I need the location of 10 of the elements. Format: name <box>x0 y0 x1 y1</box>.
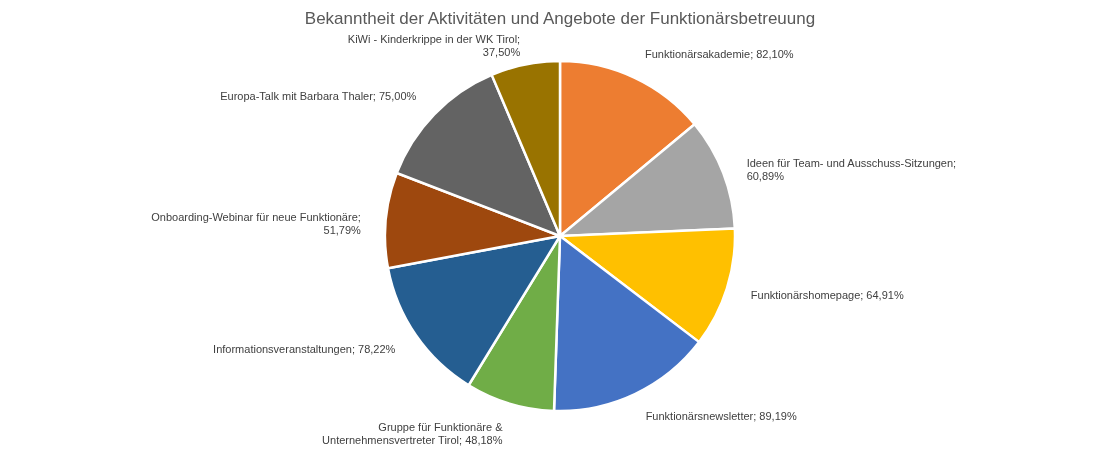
slice-label: Funktionärsakademie; 82,10% <box>644 47 794 60</box>
slice-label: Europa-Talk mit Barbara Thaler; 75,00% <box>220 89 417 102</box>
slice-label: Onboarding-Webinar für neue Funktionäre; 51,79% <box>151 210 362 236</box>
slice-label: Funktionärshomepage; 64,91% <box>750 288 904 301</box>
slice-label: KiWi - Kinderkrippe in der WK Tirol; 37,50% <box>347 33 521 58</box>
chart-title: Bekanntheit der Aktivitäten und Angebote der Funktionärsbetreuung <box>304 9 816 28</box>
slice-label: Ideen für Team- und Ausschuss-Sitzungen; 60,89% <box>746 157 957 183</box>
slice-label: Gruppe für Funktionäre & Unternehmensvertreter Tirol; 48,18% <box>322 420 504 446</box>
slice-label: Informationsveranstaltungen; 78,22% <box>213 342 396 355</box>
slice-label: Funktionärsnewsletter; 89,19% <box>645 409 797 422</box>
